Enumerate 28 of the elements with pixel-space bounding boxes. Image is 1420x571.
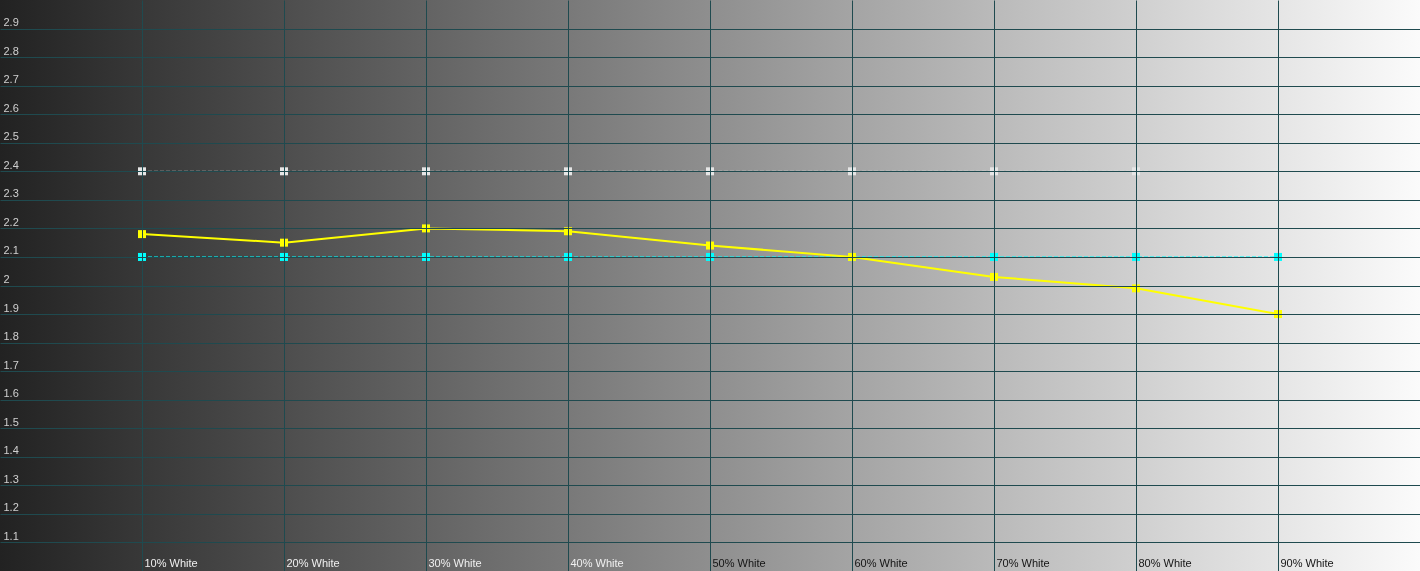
- x-tick-label: 90% White: [1280, 556, 1334, 569]
- y-tick-label: 2.4: [3, 158, 19, 171]
- y-tick-label: 1.5: [3, 415, 19, 428]
- y-tick-label: 2.9: [3, 16, 19, 29]
- y-tick-label: 1.6: [3, 387, 19, 400]
- y-tick-label: 1.2: [3, 501, 19, 514]
- x-tick-label: 70% White: [996, 556, 1050, 569]
- x-tick-label: 50% White: [712, 556, 766, 569]
- y-tick-label: 1.8: [3, 330, 19, 343]
- y-tick-label: 2: [3, 273, 10, 285]
- y-tick-label: 2.5: [3, 130, 19, 143]
- y-tick-label: 1.3: [3, 472, 19, 485]
- x-tick-label: 20% White: [286, 556, 340, 569]
- y-tick-label: 1.4: [3, 444, 19, 457]
- y-tick-label: 2.8: [3, 44, 19, 57]
- x-tick-label: 80% White: [1138, 556, 1192, 569]
- y-tick-label: 1.1: [3, 529, 19, 542]
- x-tick-label: 10% White: [144, 556, 198, 569]
- y-tick-label: 2.1: [3, 244, 19, 257]
- x-tick-label: 40% White: [570, 556, 624, 569]
- y-tick-label: 2.7: [3, 73, 19, 86]
- y-tick-label: 2.2: [3, 215, 19, 228]
- x-tick-label: 60% White: [854, 556, 908, 569]
- y-tick-label: 2.6: [3, 101, 19, 114]
- y-tick-label: 2.3: [3, 187, 19, 200]
- y-tick-label: 1.9: [3, 301, 19, 314]
- x-tick-label: 30% White: [428, 556, 482, 569]
- y-tick-label: 1.7: [3, 358, 19, 371]
